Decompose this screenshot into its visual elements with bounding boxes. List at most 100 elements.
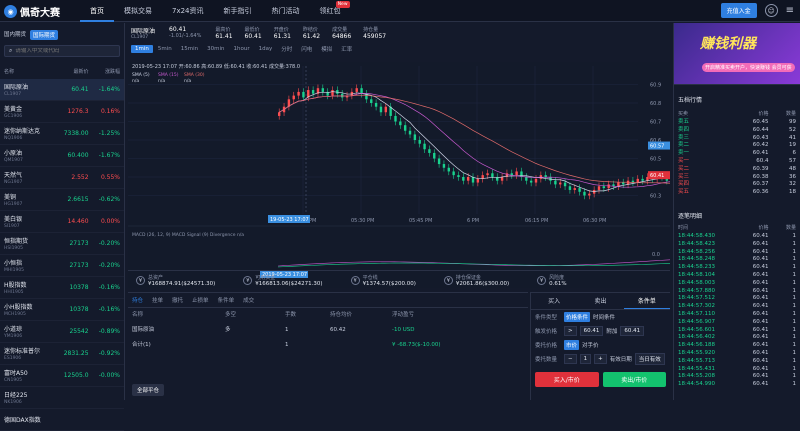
- search-input[interactable]: [15, 48, 115, 54]
- instrument-price: 12505.0: [63, 372, 89, 379]
- positions-panel: 持仓 挂单 撤托 止损单 条件单 成交 名称 多空 手数 持仓均价 浮动盈亏 国际原油 多 1 60.42…: [128, 292, 528, 400]
- instrument-row[interactable]: 小道琼 YM1906 25542 -0.89%: [0, 321, 124, 343]
- nav-activities[interactable]: 热门活动: [271, 7, 300, 15]
- attach-price-input[interactable]: 60.41: [620, 326, 645, 336]
- chart-background: [128, 62, 670, 288]
- trade-price: 60.41: [752, 295, 769, 302]
- instrument-row[interactable]: 美黄金 GC1906 1276.3 0.16%: [0, 101, 124, 123]
- instrument-name: 小道琼: [4, 326, 23, 333]
- trades-list: 18:44:58.430 60.41 1 18:44:58.423 60.41 1 18:4…: [674, 233, 800, 389]
- counter-price-option[interactable]: 对手价: [582, 343, 599, 349]
- trade-row: 18:44:55.208 60.41 1: [674, 373, 800, 381]
- trigger-price-input[interactable]: 60.41: [579, 326, 604, 336]
- instrument-row[interactable]: H股指数 HHI1905 10378 -0.16%: [0, 277, 124, 299]
- promo-banner[interactable]: 赚钱利器 开启精准买卖开户，快速赚钱 会员可获: [674, 23, 800, 85]
- instrument-row[interactable]: 富时A50 CN1905 12505.0 -0.00%: [0, 365, 124, 387]
- instrument-row[interactable]: 小H股指数 MCH1905 10378 -0.16%: [0, 299, 124, 321]
- header-price: 最新价: [73, 69, 89, 75]
- quantity-input[interactable]: 1: [579, 354, 592, 364]
- ob-level: 买一: [678, 157, 690, 164]
- quantity-minus[interactable]: −: [564, 354, 577, 364]
- instrument-code: CN1905: [4, 378, 22, 383]
- market-price-option[interactable]: 市价: [564, 340, 580, 350]
- interval-5[interactable]: 1day: [258, 46, 273, 52]
- nav-news[interactable]: 7x24资讯: [172, 7, 204, 15]
- close-all-button[interactable]: 全部平仓: [132, 384, 165, 396]
- ob-price: 60.42: [752, 142, 769, 149]
- instrument-row[interactable]: 恒指期货 HSI1905 27173 -0.20%: [0, 233, 124, 255]
- positions-tab-1[interactable]: 挂单: [152, 298, 164, 304]
- tab-international-futures[interactable]: 国际期货: [30, 30, 59, 40]
- instrument-code: HG1907: [4, 202, 23, 207]
- tab-sell[interactable]: 卖出: [594, 298, 607, 305]
- instrument-code: NG1907: [4, 180, 23, 185]
- candle-body: [607, 184, 610, 189]
- positions-tab-4[interactable]: 条件单: [217, 298, 235, 304]
- account-value: ¥2061.86($300.00): [455, 281, 510, 287]
- instrument-change: 0.16%: [100, 108, 120, 115]
- nav-simulated-trading[interactable]: 模拟交易: [124, 7, 152, 15]
- nav-red-packet-label: 领红包: [319, 7, 341, 15]
- interval-4[interactable]: 1hour: [233, 46, 250, 52]
- interval-6[interactable]: 分时: [281, 47, 293, 53]
- trade-price: 60.41: [752, 373, 769, 380]
- buy-market-button[interactable]: 买入/市价: [535, 372, 599, 387]
- instrument-row[interactable]: 美铜 HG1907 2.6615 -0.62%: [0, 189, 124, 211]
- trade-row: 18:44:58.423 60.41 1: [674, 241, 800, 249]
- positions-header: 名称: [132, 312, 144, 318]
- instrument-row[interactable]: 小原油 QM1907 60.400 -1.67%: [0, 145, 124, 167]
- interval-8[interactable]: 模拟: [321, 47, 333, 53]
- sell-market-button[interactable]: 卖出/市价: [602, 372, 666, 387]
- time-condition-option[interactable]: 时间条件: [593, 315, 616, 321]
- y-tick-label: 60.3: [650, 194, 661, 200]
- trade-time: 18:44:56.601: [678, 326, 715, 333]
- operator-select[interactable]: >: [564, 326, 577, 336]
- instrument-row[interactable]: 美白银 SI1907 14.460 0.00%: [0, 211, 124, 233]
- trade-time: 18:44:57.880: [678, 287, 715, 294]
- interval-0[interactable]: 1min: [131, 45, 153, 53]
- instrument-cell: 美铜 HG1907: [4, 192, 55, 207]
- nav-guide[interactable]: 新手指引: [223, 7, 252, 15]
- valid-select[interactable]: 当日有效: [634, 353, 665, 365]
- candle-body: [573, 188, 576, 190]
- instrument-row[interactable]: 迷你纳斯达克 NQ1906 7338.00 -1.25%: [0, 123, 124, 145]
- trade-row: 18:44:58.104 60.41 1: [674, 272, 800, 280]
- interval-9[interactable]: 汇率: [341, 47, 353, 53]
- quantity-plus[interactable]: +: [594, 354, 607, 364]
- user-icon[interactable]: ☺: [764, 4, 778, 17]
- instrument-cell: 恒指期货 HSI1905: [4, 236, 55, 251]
- menu-icon[interactable]: ≡: [785, 5, 794, 16]
- deposit-button[interactable]: 充值入金: [720, 3, 757, 18]
- positions-tab-3[interactable]: 止损单: [192, 298, 209, 304]
- interval-1[interactable]: 5min: [157, 46, 172, 52]
- instrument-row[interactable]: 小恒指 MHI1905 27173 -0.20%: [0, 255, 124, 277]
- instrument-change: -0.20%: [98, 262, 120, 269]
- trade-qty: 1: [792, 287, 797, 294]
- nav-home[interactable]: 首页: [80, 0, 114, 22]
- instrument-row[interactable]: 德国DAX指数: [0, 409, 124, 431]
- ob-level: 买四: [678, 181, 690, 188]
- instrument-cell: 天然气 NG1907: [4, 170, 55, 185]
- instrument-row[interactable]: 迷你标准普尔 ES1906 2831.25 -0.92%: [0, 343, 124, 365]
- positions-tab-0[interactable]: 持仓: [132, 298, 144, 304]
- brand-logo[interactable]: ◉ 佩奇大赛: [4, 4, 60, 19]
- trade-price: 60.41: [752, 318, 769, 325]
- nav-red-packet[interactable]: 领红包 New: [310, 0, 351, 22]
- candle-body: [403, 125, 407, 131]
- instrument-row[interactable]: 天然气 NG1907 2.552 0.55%: [0, 167, 124, 189]
- positions-tab-5[interactable]: 成交: [243, 298, 255, 304]
- tab-domestic-futures[interactable]: 国内期货: [4, 32, 27, 38]
- trade-row: 18:44:58.233 60.41 1: [674, 264, 800, 272]
- interval-7[interactable]: 闪电: [301, 47, 313, 53]
- interval-3[interactable]: 30min: [207, 46, 225, 52]
- price-condition-option[interactable]: 价格条件: [564, 312, 591, 322]
- instrument-code: CL1907: [4, 92, 22, 97]
- candle-body: [413, 134, 417, 140]
- interval-2[interactable]: 15min: [180, 46, 199, 52]
- instrument-row[interactable]: 国际原油 CL1907 60.41 -1.64%: [0, 79, 124, 101]
- candle-body: [374, 103, 378, 107]
- tab-conditional[interactable]: 条件单: [623, 293, 670, 309]
- instrument-row[interactable]: 日经225 NK1906: [0, 387, 124, 409]
- tab-buy[interactable]: 买入: [548, 298, 561, 305]
- positions-tab-2[interactable]: 撤托: [172, 298, 184, 304]
